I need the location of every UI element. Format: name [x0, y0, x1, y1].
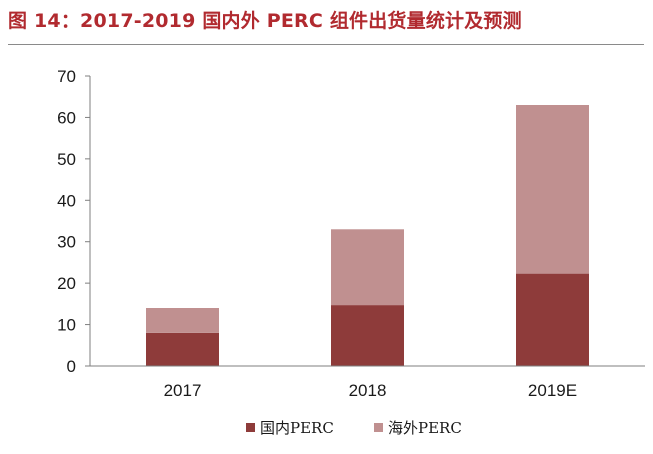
y-axis: 0 10 20 30 40 50 60 70 — [57, 67, 91, 376]
y-tick-label: 20 — [57, 274, 76, 293]
y-tick-label: 50 — [57, 150, 76, 169]
bar-overseas-2019E — [516, 105, 589, 274]
y-tick-label: 60 — [57, 108, 76, 127]
legend-label-overseas: 海外PERC — [388, 419, 462, 437]
legend-swatch-overseas — [374, 423, 383, 432]
legend-swatch-domestic — [246, 423, 255, 432]
title-divider — [8, 44, 644, 45]
x-tick-label: 2019E — [528, 381, 577, 400]
figure-title: 图 14：2017-2019 国内外 PERC 组件出货量统计及预测 — [8, 10, 522, 32]
x-tick-label: 2017 — [164, 381, 202, 400]
y-tick-label: 70 — [57, 67, 76, 86]
legend: 国内PERC 海外PERC — [246, 419, 462, 437]
bar-domestic-2019E — [516, 273, 589, 366]
bar-domestic-2017 — [146, 332, 219, 366]
y-tick-label: 40 — [57, 191, 76, 210]
bar-domestic-2018 — [331, 305, 404, 366]
bar-overseas-2017 — [146, 308, 219, 333]
y-tick-label: 0 — [67, 357, 76, 376]
y-tick-label: 10 — [57, 316, 76, 335]
y-tick-label: 30 — [57, 233, 76, 252]
x-axis: 2017 2018 2019E — [90, 365, 645, 400]
bars — [146, 105, 589, 366]
bar-overseas-2018 — [331, 229, 404, 306]
legend-label-domestic: 国内PERC — [260, 419, 334, 437]
x-tick-label: 2018 — [349, 381, 387, 400]
